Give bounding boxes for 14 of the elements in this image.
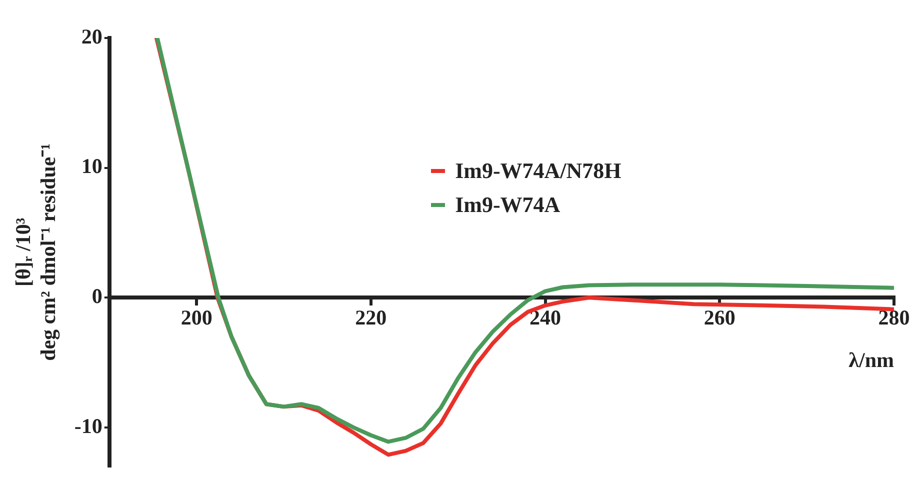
x-axis-title: λ/nm: [848, 348, 894, 372]
y-tick-label: -10: [74, 414, 102, 438]
text: [θ]ᵣ /10³: [11, 218, 36, 287]
text: deg cm² dmol⁻¹ residue⁻¹: [36, 143, 60, 361]
x-tick-label: 260: [704, 306, 736, 330]
x-tick-label: 240: [530, 306, 562, 330]
x-tick-label: 220: [355, 306, 387, 330]
x-tick-label: 200: [180, 306, 212, 330]
legend-label: Im9-W74A/N78H: [455, 156, 622, 185]
y-tick-label: 0: [92, 284, 102, 308]
y-tick-label: 10: [81, 154, 102, 178]
x-tick-label: 280: [878, 306, 910, 330]
y-tick-label: 20: [81, 24, 102, 48]
legend-label: Im9-W74A: [455, 190, 560, 219]
